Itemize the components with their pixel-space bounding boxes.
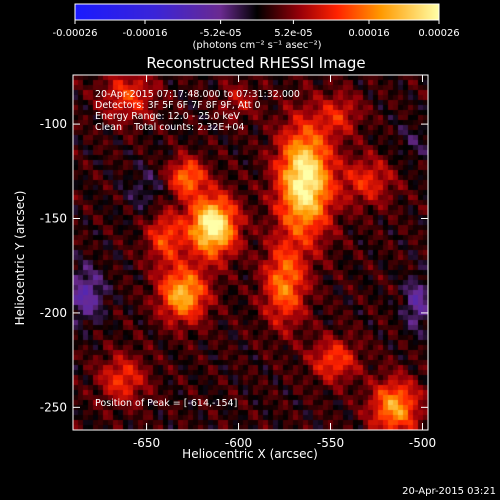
y-tick-label: -250 [40, 400, 67, 414]
axis-ticks: -650 -600 -550 -500 -250 -200 -150 -100 [40, 75, 436, 450]
footer-timestamp: 20-Apr-2015 03:21 [402, 486, 496, 497]
y-axis-label: Heliocentric Y (arcsec) [13, 191, 27, 326]
colorbar-gradient [74, 3, 440, 21]
colorbar-tick-label: -0.00016 [123, 28, 168, 39]
colorbar-ticks: -0.00026 -0.00016 -5.2e-05 5.2e-05 0.00016 0.… [53, 20, 460, 39]
x-tick-label: -550 [317, 436, 344, 450]
heatmap-image [73, 75, 428, 430]
x-tick-label: -650 [133, 436, 160, 450]
annotation-algorithm-counts: Clean Total counts: 2.32E+04 [95, 122, 244, 133]
colorbar-tick-label: 5.2e-05 [274, 28, 312, 39]
y-tick-label: -200 [40, 306, 67, 320]
colorbar: -0.00026 -0.00016 -5.2e-05 5.2e-05 0.00016 0.… [53, 3, 460, 51]
colorbar-tick-label: 0.00016 [348, 28, 389, 39]
y-tick-label: -100 [40, 117, 67, 131]
colorbar-unit-label: (photons cm⁻² s⁻¹ asec⁻²) [192, 40, 321, 51]
chart-title: Reconstructed RHESSI Image [146, 54, 365, 72]
peak-position-label: Position of Peak = [-614,-154] [95, 398, 237, 409]
annotation-time-range: 20-Apr-2015 07:17:48.000 to 07:31:32.000 [95, 89, 300, 100]
x-axis-label: Heliocentric X (arcsec) [182, 447, 318, 461]
x-tick-label: -500 [409, 436, 436, 450]
colorbar-tick-label: -5.2e-05 [200, 28, 242, 39]
heatmap-image-container [73, 75, 428, 430]
annotation-detectors: Detectors: 3F 5F 6F 7F 8F 9F, Att 0 [95, 100, 261, 111]
colorbar-tick-label: 0.00026 [418, 28, 459, 39]
plot-frame [72, 74, 429, 431]
observation-annotations: 20-Apr-2015 07:17:48.000 to 07:31:32.000… [95, 89, 300, 133]
annotation-energy-range: Energy Range: 12.0 - 25.0 keV [95, 111, 240, 122]
x-tick-label: -600 [225, 436, 252, 450]
y-tick-label: -150 [40, 212, 67, 226]
colorbar-tick-label: -0.00026 [53, 28, 98, 39]
